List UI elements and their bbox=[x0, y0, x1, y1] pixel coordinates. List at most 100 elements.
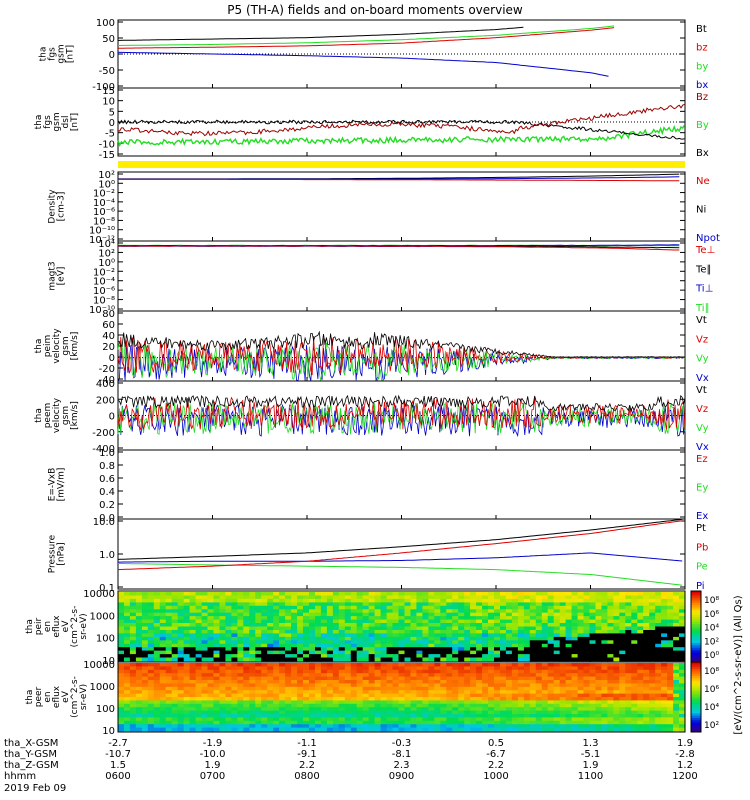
spectrogram-cell bbox=[124, 720, 131, 725]
spectrogram-cell bbox=[291, 657, 298, 662]
spectrogram-cell bbox=[673, 640, 680, 645]
spectrogram-cell bbox=[309, 650, 316, 655]
spectrogram-cell bbox=[147, 714, 155, 718]
spectrogram-cell bbox=[667, 717, 674, 722]
spectrogram-cell bbox=[326, 612, 334, 617]
spectrogram-cell bbox=[183, 717, 191, 722]
spectrogram-cell bbox=[261, 666, 268, 671]
spectrogram-cell bbox=[452, 697, 459, 701]
spectrogram-cell bbox=[625, 717, 632, 722]
spectrogram-cell bbox=[440, 663, 447, 667]
x-tick-label: 1.9 bbox=[677, 738, 693, 749]
spectrogram-cell bbox=[673, 592, 680, 596]
spectrogram-cell bbox=[213, 717, 220, 722]
spectrogram-cell bbox=[398, 724, 405, 728]
spectrogram-cell bbox=[237, 700, 244, 705]
spectrogram-cell bbox=[368, 616, 376, 620]
spectrogram-cell bbox=[297, 697, 304, 701]
spectrogram-cell bbox=[243, 643, 250, 648]
spectrogram-cell bbox=[583, 654, 590, 658]
spectrogram-cell bbox=[577, 633, 584, 638]
spectrogram-cell bbox=[344, 700, 352, 705]
spectrogram-cell bbox=[124, 714, 131, 718]
spectrogram-cell bbox=[392, 640, 399, 645]
spectrogram-cell bbox=[344, 693, 352, 698]
spectrogram-cell bbox=[344, 592, 352, 596]
spectrogram-cell bbox=[285, 700, 292, 705]
spectrogram-cell bbox=[213, 633, 220, 638]
spectrogram-cell bbox=[338, 693, 346, 698]
spectrogram-cell bbox=[643, 609, 650, 614]
spectrogram-cell bbox=[446, 673, 453, 677]
spectrogram-cell bbox=[583, 724, 590, 728]
spectrogram-cell bbox=[297, 724, 304, 728]
spectrogram-cell bbox=[189, 673, 196, 677]
spectrogram-cell bbox=[631, 595, 638, 600]
spectrogram-cell bbox=[320, 724, 328, 728]
spectrogram-cell bbox=[517, 724, 525, 728]
y-axis-label: tha peir en eflux eV (cm^2-s-sr-eV) bbox=[25, 606, 89, 648]
spectrogram-cell bbox=[577, 686, 584, 691]
spectrogram-cell bbox=[183, 663, 191, 667]
spectrogram-cell bbox=[291, 720, 298, 725]
spectrogram-cell bbox=[589, 693, 596, 698]
spectrogram-cell bbox=[386, 643, 393, 648]
spectrogram-cell bbox=[643, 676, 650, 681]
spectrogram-cell bbox=[309, 647, 316, 652]
spectrogram-cell bbox=[237, 727, 244, 732]
spectrogram-cell bbox=[171, 602, 179, 607]
spectrogram-cell bbox=[553, 673, 561, 677]
spectrogram-cell bbox=[559, 630, 567, 634]
spectrogram-cell bbox=[303, 602, 310, 607]
spectrogram-cell bbox=[649, 630, 656, 634]
colorbar-segment bbox=[691, 652, 701, 656]
spectrogram-cell bbox=[649, 666, 656, 671]
spectrogram-cell bbox=[661, 630, 668, 634]
spectrogram-cell bbox=[326, 693, 334, 698]
spectrogram-cell bbox=[147, 609, 155, 614]
spectrogram-cell bbox=[565, 623, 572, 627]
spectrogram-cell bbox=[523, 650, 531, 655]
spectrogram-cell bbox=[547, 693, 555, 698]
spectrogram-cell bbox=[416, 605, 423, 610]
spectrogram-cell bbox=[356, 612, 364, 617]
spectrogram-cell bbox=[398, 663, 405, 667]
spectrogram-cell bbox=[380, 710, 387, 715]
spectrogram-cell bbox=[243, 630, 250, 634]
spectrogram-cell bbox=[392, 612, 399, 617]
spectrogram-cell bbox=[326, 602, 334, 607]
spectrogram-cell bbox=[135, 630, 143, 634]
spectrogram-cell bbox=[500, 592, 507, 596]
spectrogram-cell bbox=[553, 619, 561, 624]
spectrogram-cell bbox=[309, 654, 316, 658]
spectrogram-cell bbox=[344, 643, 352, 648]
spectrogram-cell bbox=[165, 714, 173, 718]
spectrogram-cell bbox=[482, 612, 489, 617]
spectrogram-cell bbox=[523, 630, 531, 634]
spectrogram-cell bbox=[565, 605, 572, 610]
spectrogram-cell bbox=[476, 710, 483, 715]
spectrogram-cell bbox=[452, 693, 459, 698]
spectrogram-cell bbox=[559, 680, 567, 684]
spectrogram-cell bbox=[494, 666, 501, 671]
spectrogram-cell bbox=[607, 650, 614, 655]
spectrogram-cell bbox=[386, 717, 393, 722]
spectrogram-cell bbox=[595, 680, 602, 684]
colorbar-segment bbox=[691, 647, 701, 651]
spectrogram-cell bbox=[619, 710, 626, 715]
spectrogram-cell bbox=[362, 683, 370, 688]
spectrogram-cell bbox=[404, 612, 411, 617]
spectrogram-cell bbox=[225, 633, 232, 638]
spectrogram-cell bbox=[118, 710, 125, 715]
spectrogram-cell bbox=[571, 636, 578, 641]
spectrogram-cell bbox=[541, 657, 549, 662]
spectrogram-cell bbox=[446, 693, 453, 698]
spectrogram-cell bbox=[517, 636, 525, 641]
spectrogram-cell bbox=[601, 669, 608, 674]
spectrogram-cell bbox=[595, 717, 602, 722]
panel-frame bbox=[117, 449, 686, 520]
spectrogram-cell bbox=[470, 657, 477, 662]
spectrogram-cell bbox=[488, 720, 495, 725]
y-tick-label: 10⁻⁸ bbox=[93, 216, 115, 227]
